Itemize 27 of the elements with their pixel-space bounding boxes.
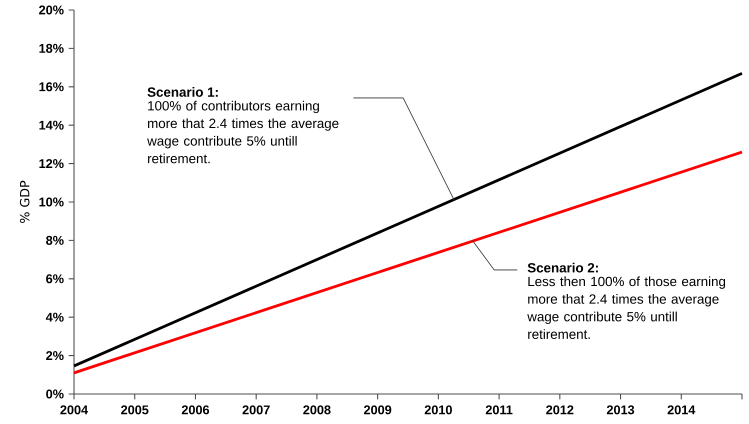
- y-tick-label: 4%: [46, 312, 64, 322]
- y-tick-label: 10%: [39, 198, 64, 206]
- y-tick-label: 20%: [39, 6, 64, 14]
- annotation: Scenario 1:: [148, 87, 218, 97]
- x-tick-label: 2010: [424, 405, 452, 414]
- annotation: 100% of contributors earning more that 2.4 times the average wage contribute 5% untill retirement.: [147, 100, 338, 164]
- x-tick-label: 2006: [182, 405, 210, 414]
- x-tick-label: 2011: [486, 405, 512, 414]
- y-tick-label: 2%: [46, 351, 64, 360]
- x-tick-label: 2005: [121, 405, 148, 414]
- y-tick-label: 18%: [39, 44, 64, 53]
- y-tick-label: 14%: [39, 120, 64, 130]
- y-tick-label: 0%: [46, 390, 64, 398]
- annotation: Scenario 2:: [528, 262, 598, 273]
- y-tick-label: 6%: [46, 274, 64, 284]
- y-tick-label: 8%: [46, 236, 64, 245]
- x-tick-label: 2013: [606, 405, 634, 414]
- x-tick-label: 2008: [303, 405, 331, 414]
- y-tick-label: 16%: [39, 82, 64, 92]
- y-axis-title: % GDP: [20, 180, 30, 223]
- x-tick-label: 2012: [546, 405, 574, 414]
- x-tick-label: 2007: [242, 405, 270, 414]
- x-tick-label: 2009: [364, 405, 392, 414]
- annotation: Less then 100% of those earning more that 2.4 times the average wage contribute 5% untill retirement.: [527, 276, 726, 339]
- y-tick-label: 12%: [39, 159, 64, 168]
- x-tick-label: 2004: [60, 405, 88, 414]
- x-tick-label: 2014: [668, 405, 696, 414]
